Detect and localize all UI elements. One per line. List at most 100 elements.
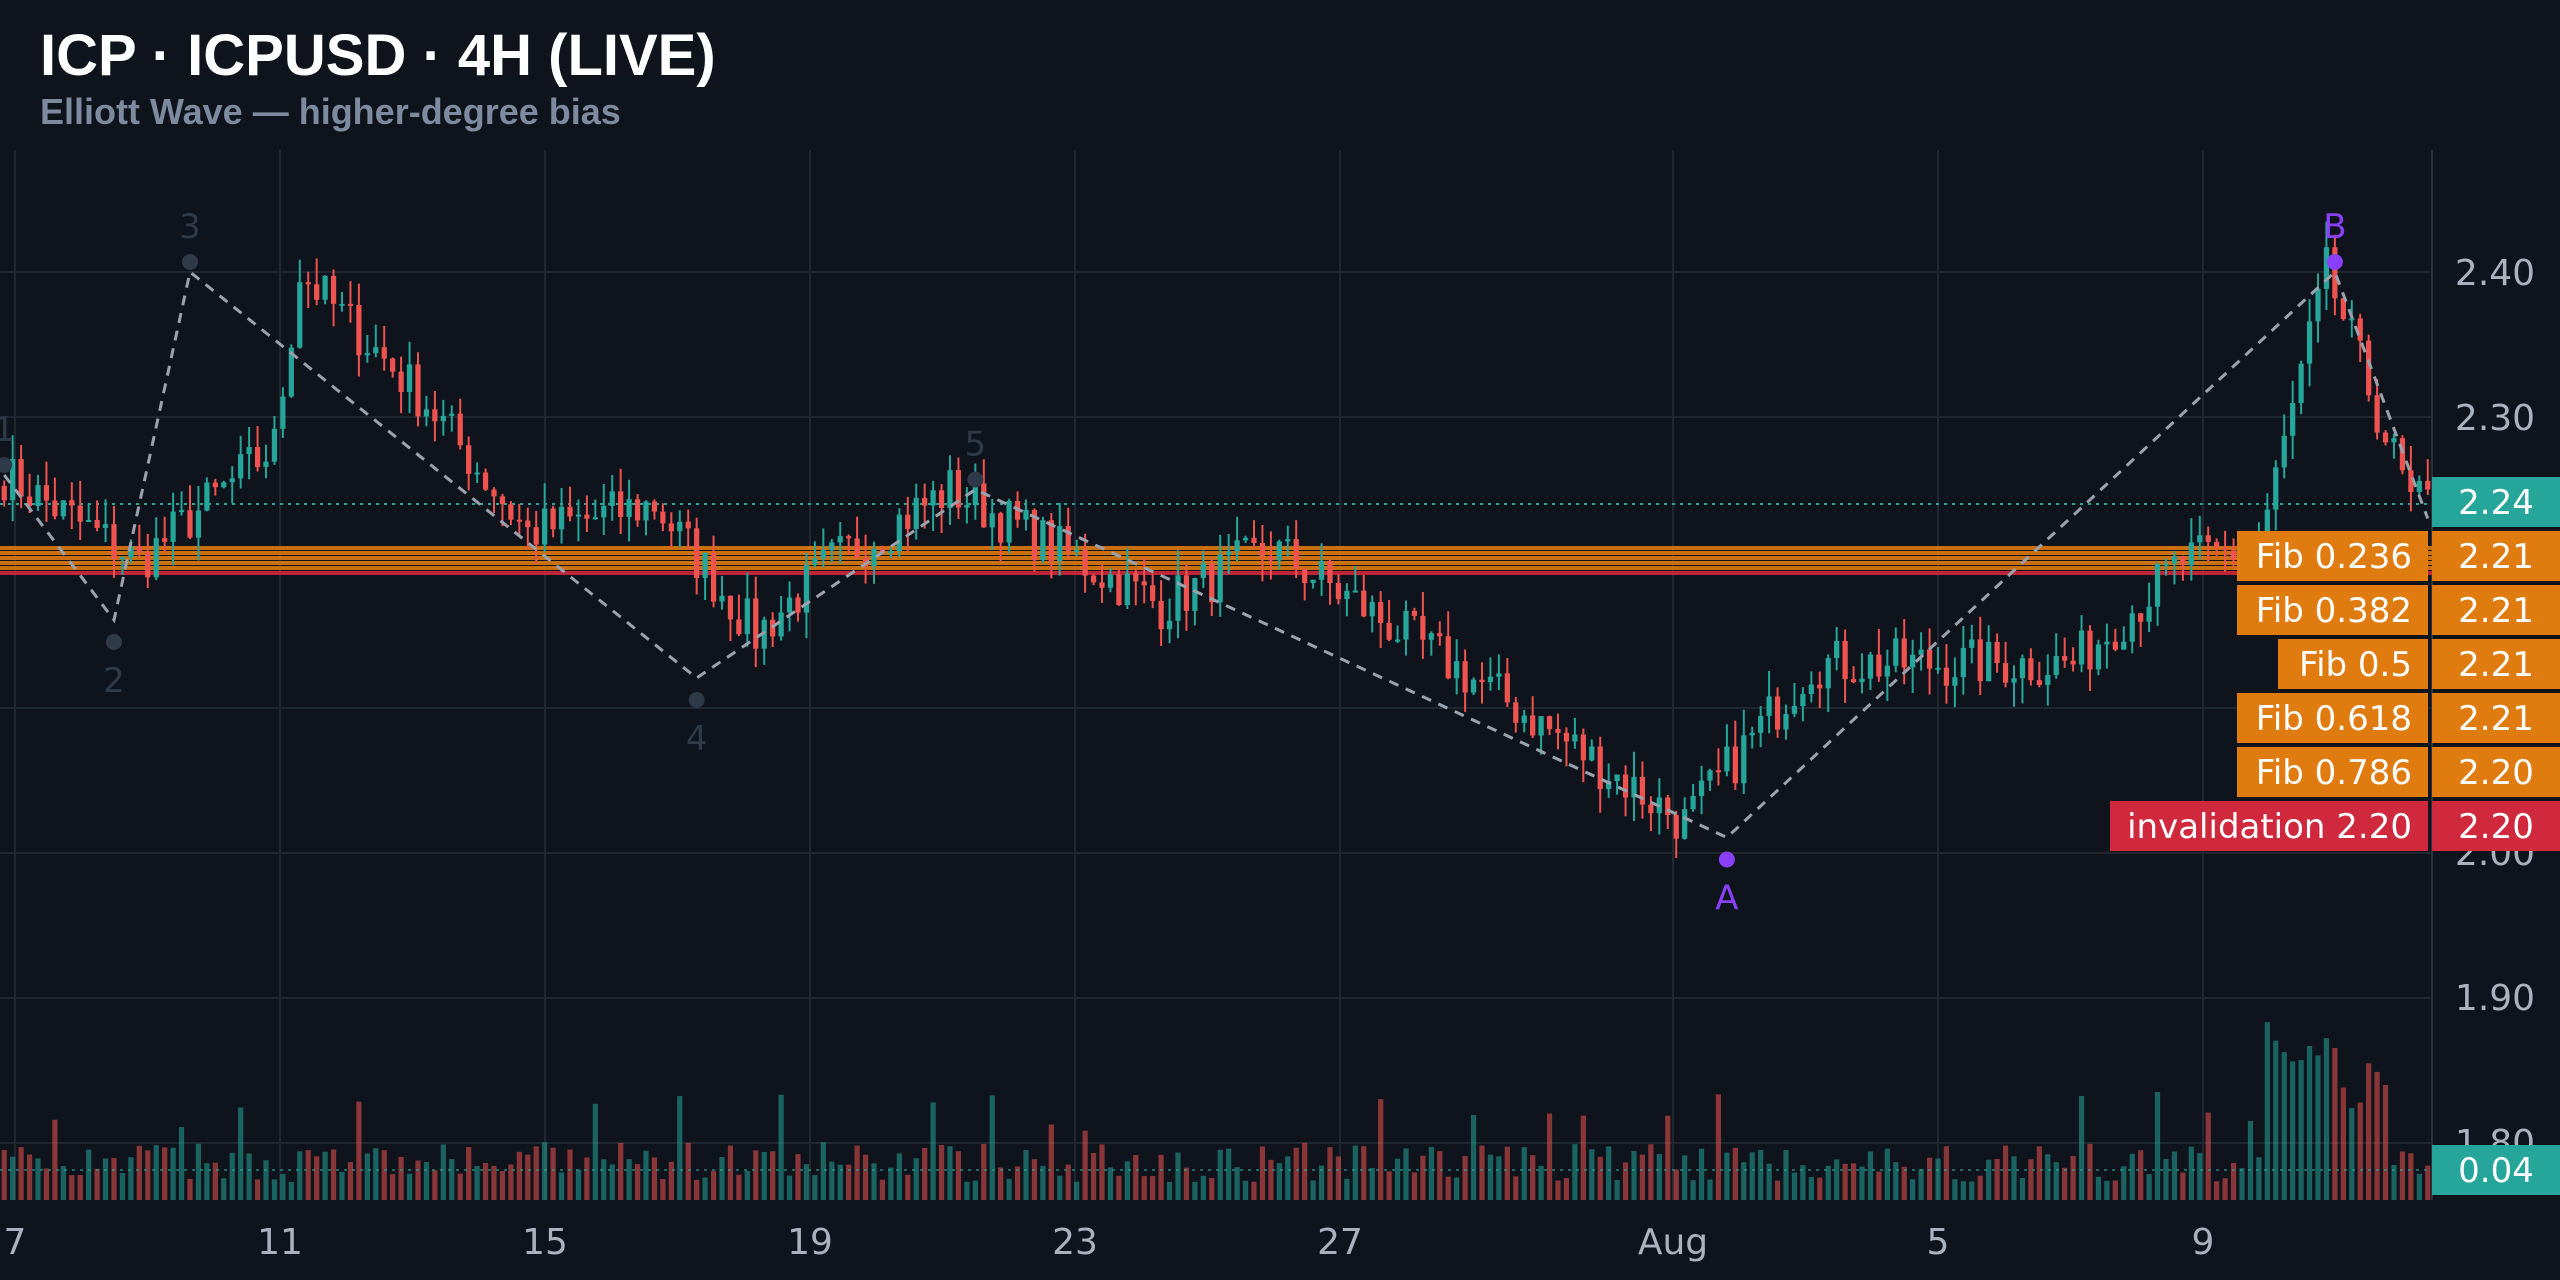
candle-body [2214, 541, 2220, 548]
volume-bar [1251, 1181, 1257, 1200]
volume-bar [1310, 1180, 1316, 1200]
candle-body [1606, 781, 1612, 790]
volume-bar [618, 1142, 624, 1200]
volume-bar [525, 1154, 531, 1200]
candle-body [364, 353, 370, 356]
candle-body [2188, 542, 2194, 566]
volume-bar [1006, 1178, 1012, 1200]
volume-bar [94, 1168, 100, 1200]
volume-bar [1344, 1178, 1350, 1200]
price-tick-label: 2.40 [2455, 253, 2535, 294]
candle-body [43, 485, 50, 501]
volume-bar [2399, 1151, 2406, 1200]
volume-bar [1445, 1176, 1451, 1200]
volume-bar [1724, 1152, 1730, 1200]
candle-body [432, 409, 438, 422]
volume-bar [913, 1158, 919, 1200]
volume-bar [204, 1163, 210, 1200]
volume-bar [1808, 1177, 1814, 1200]
level-label-box [2278, 639, 2428, 689]
volume-bar [643, 1150, 649, 1200]
candle-body [449, 413, 455, 416]
level-value-text: 2.21 [2458, 645, 2534, 685]
volume-bar [1268, 1159, 1274, 1200]
volume-bar [1563, 1178, 1570, 1200]
level-label-box [2110, 801, 2428, 851]
volume-bar [1943, 1146, 1950, 1200]
time-tick-label: 27 [1317, 1222, 1363, 1263]
candle-body [1513, 702, 1519, 723]
wave-pivot-dot [2326, 254, 2343, 270]
candle-body [1445, 636, 1451, 679]
candle-body [2391, 438, 2397, 443]
volume-bar [212, 1162, 218, 1200]
time-axis[interactable]: 7 11 15 19 23 27 Aug 5 9 [4, 1222, 2215, 1263]
candle-body [1597, 746, 1603, 790]
volume-bar [1090, 1153, 1097, 1200]
volume-bar [2273, 1040, 2279, 1200]
volume-bar [786, 1175, 793, 1200]
candle-body [651, 501, 658, 512]
volume-bar [677, 1096, 683, 1200]
last-volume-badge [2432, 1145, 2560, 1195]
candle-body [1665, 797, 1671, 815]
candle-body [1217, 554, 1223, 603]
time-tick-label: 5 [1927, 1222, 1950, 1263]
volume-bar [2028, 1159, 2034, 1200]
candle-body [1276, 541, 1282, 561]
wave-path [3, 269, 2430, 840]
time-tick-label: 11 [257, 1222, 303, 1263]
candle-body [2062, 656, 2068, 661]
volume-bar [102, 1158, 109, 1200]
volume-bar [1867, 1151, 1874, 1200]
candle-body [2230, 550, 2237, 561]
candle-body [339, 303, 345, 306]
volume-bar [2222, 1178, 2228, 1200]
candle-body [297, 282, 303, 348]
candle-body [246, 447, 252, 455]
candle-body [1234, 540, 1240, 552]
candle-body [1378, 602, 1384, 623]
candle-body [888, 551, 894, 554]
volume-bar [1572, 1144, 1578, 1200]
volume-bar [2129, 1153, 2135, 1200]
volume-bar [922, 1147, 928, 1200]
candle-body [1065, 526, 1071, 552]
candle-body [1150, 585, 1156, 601]
time-tick-label: 19 [787, 1222, 833, 1263]
candle-body [533, 527, 539, 545]
volume-bar [660, 1179, 666, 1200]
candle-body [685, 521, 691, 529]
candle-body [1986, 641, 1992, 682]
candle-body [1876, 654, 1882, 677]
volume-bar [1639, 1154, 1646, 1200]
candle-body [1327, 560, 1333, 584]
candle-body [145, 551, 151, 578]
volume-bar [263, 1160, 269, 1200]
candle-body [558, 506, 565, 530]
volume-bar [1783, 1150, 1789, 1200]
volume-bar [381, 1150, 387, 1200]
volume-bar [1420, 1155, 1426, 1200]
volume-bar [238, 1107, 244, 1200]
volume-bar [2425, 1165, 2431, 1200]
volume-bar [846, 1164, 852, 1200]
candle-body [1631, 776, 1637, 798]
candle-body [896, 514, 902, 552]
candle-body [744, 598, 750, 635]
last-volume-value: 0.04 [2458, 1151, 2534, 1191]
level-value-text: 2.21 [2458, 699, 2534, 739]
volume-bar [1496, 1156, 1502, 1200]
candle-body [525, 520, 531, 528]
candle-body [727, 595, 734, 620]
volume-bar [119, 1173, 126, 1200]
volume-bar [1082, 1130, 1088, 1200]
candle-body [803, 564, 810, 613]
volume-bar [482, 1162, 489, 1200]
volume-bar [195, 1143, 202, 1200]
volume-bar [398, 1156, 404, 1200]
price-axis[interactable]: 1.801.902.002.302.40 [2455, 253, 2535, 1164]
volume-bar [1707, 1179, 1713, 1200]
candle-body [466, 445, 472, 474]
